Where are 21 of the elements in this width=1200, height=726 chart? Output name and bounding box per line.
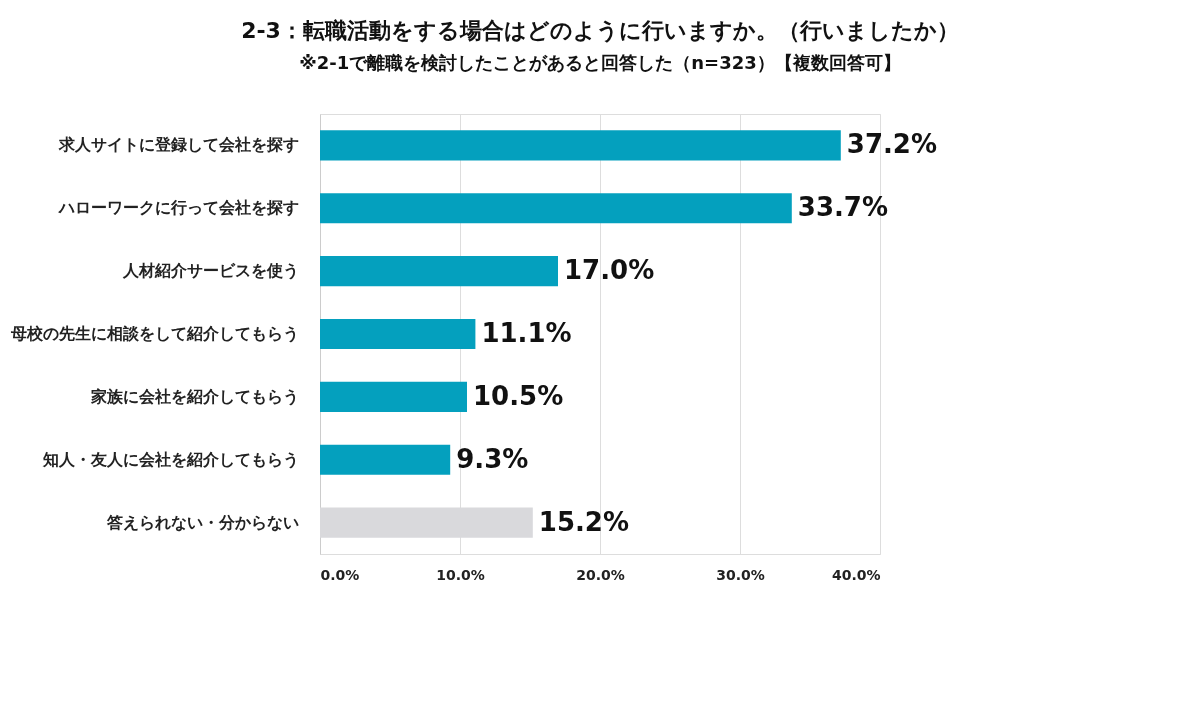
y-tick-label: 答えられない・分からない: [105, 512, 299, 532]
y-tick-label: 求人サイトに登録して会社を探す: [57, 135, 299, 155]
chart-title: 2-3：転職活動をする場合はどのように行いますか。（行いましたか）: [241, 18, 959, 43]
y-tick-label: ハローワークに行って会社を探す: [57, 198, 299, 218]
y-tick-label: 知人・友人に会社を紹介してもらう: [41, 449, 299, 469]
y-tick-label: 母校の先生に相談をして紹介してもらう: [9, 324, 299, 343]
data-label: 11.1%: [481, 318, 572, 348]
data-label: 9.3%: [456, 443, 529, 474]
data-label: 17.0%: [564, 255, 655, 286]
x-tick-label: 0.0%: [320, 566, 360, 583]
data-label: 33.7%: [797, 192, 888, 223]
y-tick-label: 家族に会社を紹介してもらう: [89, 386, 299, 406]
chart-subtitle: ※2-1で離職を検討したことがあると回答した（n=323）【複数回答可】: [299, 52, 901, 73]
data-label: 37.2%: [846, 129, 937, 160]
data-label: 15.2%: [538, 506, 629, 537]
x-tick-label: 30.0%: [716, 566, 765, 583]
x-tick-label: 40.0%: [831, 566, 881, 583]
data-label: 10.5%: [473, 380, 564, 411]
x-tick-label: 10.0%: [436, 566, 485, 583]
x-tick-label: 20.0%: [576, 566, 625, 583]
y-tick-label: 人材紹介サービスを使う: [121, 261, 299, 281]
